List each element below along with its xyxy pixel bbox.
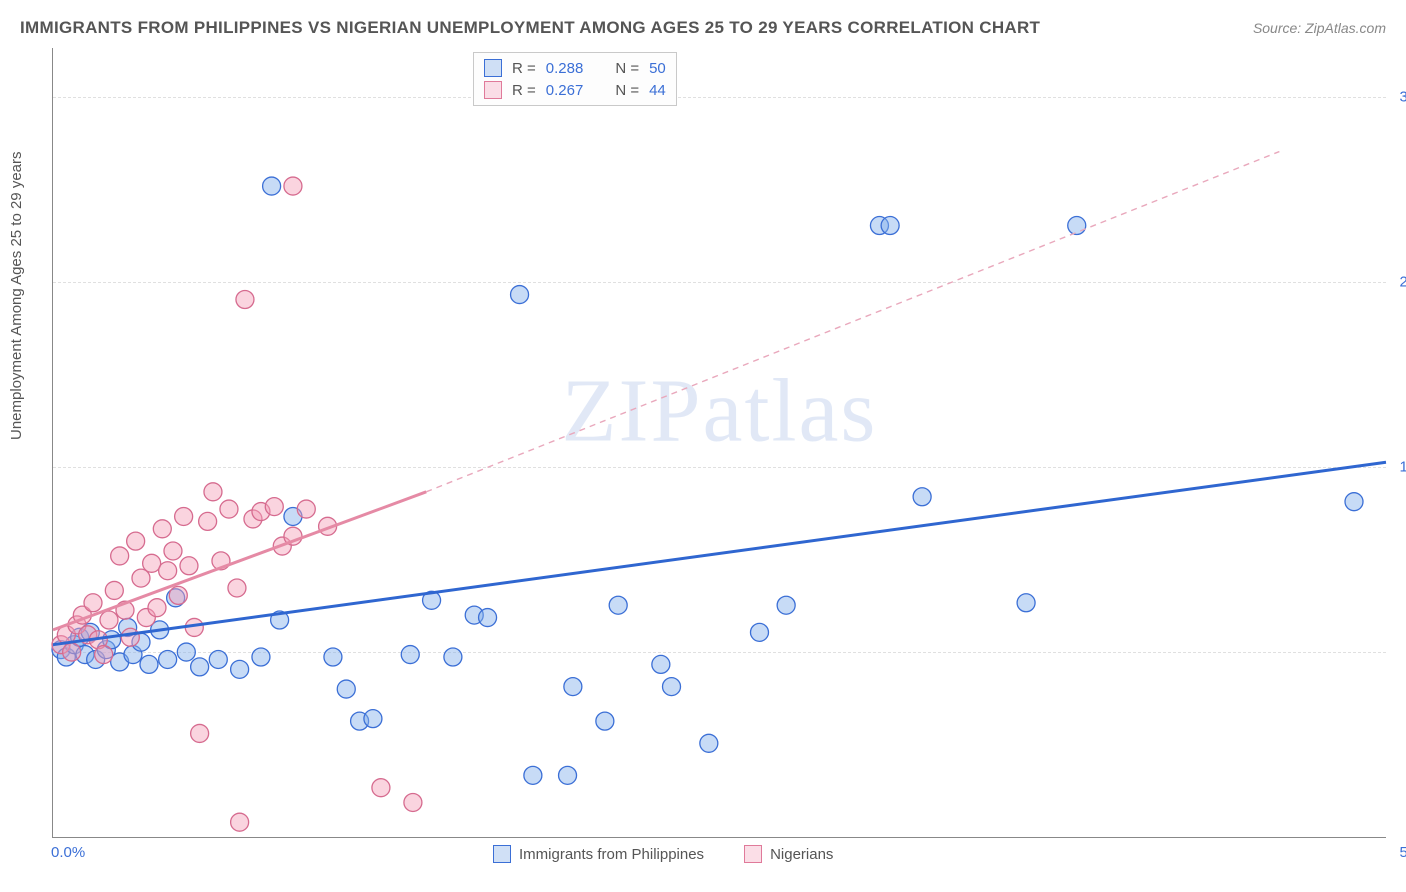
- data-point: [220, 500, 238, 518]
- data-point: [100, 611, 118, 629]
- y-tick-label: 15.0%: [1392, 459, 1406, 476]
- trendline-blue: [53, 462, 1386, 644]
- data-point: [63, 643, 81, 661]
- data-point: [372, 779, 390, 797]
- swatch-blue: [493, 845, 511, 863]
- data-point: [663, 678, 681, 696]
- data-point: [564, 678, 582, 696]
- legend-n-blue: 50: [649, 60, 666, 77]
- data-point: [111, 547, 129, 565]
- data-point: [1017, 594, 1035, 612]
- trendline-pink-extrapolated: [426, 152, 1279, 492]
- data-point: [609, 596, 627, 614]
- header-row: IMMIGRANTS FROM PHILIPPINES VS NIGERIAN …: [20, 18, 1386, 38]
- data-point: [700, 734, 718, 752]
- legend-r-label: R =: [512, 60, 536, 77]
- legend-bottom: Immigrants from Philippines Nigerians: [493, 845, 833, 863]
- legend-r-label: R =: [512, 82, 536, 99]
- legend-r-blue: 0.288: [546, 60, 584, 77]
- source-label: Source: ZipAtlas.com: [1253, 20, 1386, 36]
- data-point: [511, 286, 529, 304]
- data-point: [180, 557, 198, 575]
- data-point: [231, 660, 249, 678]
- data-point: [1345, 493, 1363, 511]
- data-point: [881, 217, 899, 235]
- legend-row-blue: R = 0.288 N = 50: [484, 57, 666, 79]
- data-point: [524, 766, 542, 784]
- data-point: [444, 648, 462, 666]
- legend-row-pink: R = 0.267 N = 44: [484, 79, 666, 101]
- data-point: [159, 650, 177, 668]
- data-point: [750, 623, 768, 641]
- data-point: [297, 500, 315, 518]
- data-point: [479, 609, 497, 627]
- y-tick-label: 30.0%: [1392, 89, 1406, 106]
- data-point: [159, 562, 177, 580]
- data-point: [121, 628, 139, 646]
- data-point: [231, 813, 249, 831]
- data-point: [777, 596, 795, 614]
- data-point: [284, 177, 302, 195]
- swatch-pink: [744, 845, 762, 863]
- data-point: [1068, 217, 1086, 235]
- x-tick-max: 50.0%: [1399, 844, 1406, 861]
- data-point: [228, 579, 246, 597]
- data-point: [169, 586, 187, 604]
- swatch-pink: [484, 81, 502, 99]
- data-point: [265, 498, 283, 516]
- legend-label-blue: Immigrants from Philippines: [519, 846, 704, 863]
- data-point: [236, 290, 254, 308]
- data-point: [252, 648, 270, 666]
- data-point: [105, 581, 123, 599]
- data-point: [191, 724, 209, 742]
- legend-n-label: N =: [615, 60, 639, 77]
- data-point: [596, 712, 614, 730]
- data-point: [559, 766, 577, 784]
- data-point: [913, 488, 931, 506]
- data-point: [404, 793, 422, 811]
- data-point: [148, 599, 166, 617]
- x-tick-min: 0.0%: [51, 844, 85, 861]
- legend-n-label: N =: [615, 82, 639, 99]
- legend-label-pink: Nigerians: [770, 846, 833, 863]
- y-tick-label: 7.5%: [1392, 644, 1406, 661]
- data-point: [324, 648, 342, 666]
- data-point: [175, 507, 193, 525]
- trendline-pink: [53, 492, 426, 630]
- data-point: [199, 512, 217, 530]
- data-point: [191, 658, 209, 676]
- chart-svg: [53, 48, 1386, 837]
- legend-item-blue: Immigrants from Philippines: [493, 845, 704, 863]
- data-point: [140, 655, 158, 673]
- legend-top: R = 0.288 N = 50 R = 0.267 N = 44: [473, 52, 677, 106]
- data-point: [153, 520, 171, 538]
- data-point: [164, 542, 182, 560]
- legend-n-pink: 44: [649, 82, 666, 99]
- y-tick-label: 22.5%: [1392, 274, 1406, 291]
- data-point: [204, 483, 222, 501]
- legend-r-pink: 0.267: [546, 82, 584, 99]
- legend-item-pink: Nigerians: [744, 845, 833, 863]
- data-point: [143, 554, 161, 572]
- data-point: [95, 646, 113, 664]
- data-point: [337, 680, 355, 698]
- data-point: [364, 710, 382, 728]
- data-point: [652, 655, 670, 673]
- data-point: [263, 177, 281, 195]
- data-point: [84, 594, 102, 612]
- scatter-plot: ZIPatlas 0.0% 50.0% R = 0.288 N = 50 R =…: [52, 48, 1386, 838]
- data-point: [127, 532, 145, 550]
- data-point: [177, 643, 195, 661]
- y-axis-label: Unemployment Among Ages 25 to 29 years: [8, 151, 25, 440]
- chart-title: IMMIGRANTS FROM PHILIPPINES VS NIGERIAN …: [20, 18, 1040, 38]
- data-point: [401, 646, 419, 664]
- swatch-blue: [484, 59, 502, 77]
- data-point: [209, 650, 227, 668]
